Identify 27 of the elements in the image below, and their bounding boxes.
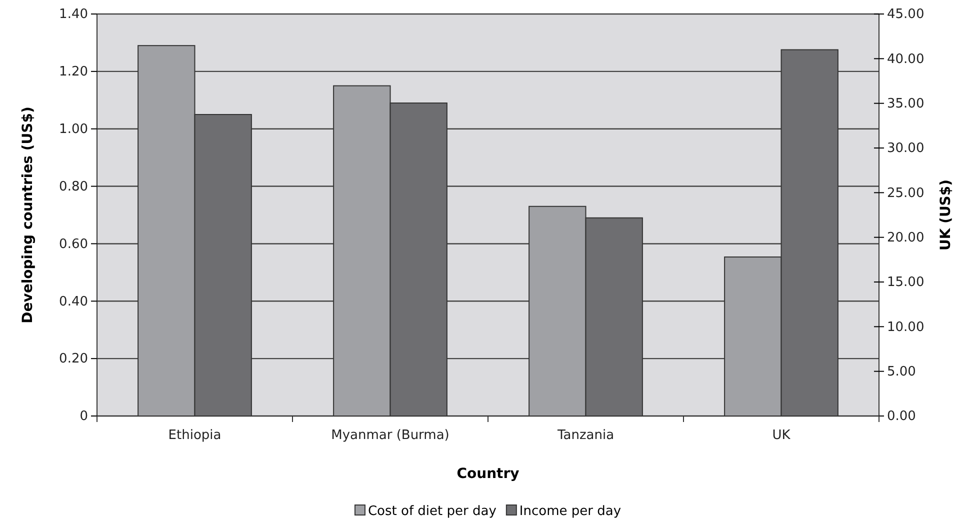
x-tick-label: Ethiopia (168, 428, 222, 444)
x-tick-label: Tanzania (556, 428, 614, 444)
y2-tick-label: 20.00 (887, 230, 924, 246)
y-tick-label: 1.20 (59, 64, 88, 80)
y-axis-title: Developing countries (US$) (20, 106, 36, 324)
y2-tick-label: 15.00 (887, 275, 924, 290)
y2-tick-label: 45.00 (887, 7, 924, 22)
y2-tick-label: 10.00 (887, 320, 924, 335)
y-tick-label: 0.20 (59, 352, 88, 367)
y2-tick-label: 30.00 (887, 141, 924, 156)
legend-label: Income per day (519, 504, 622, 519)
legend-label: Cost of diet per day (368, 504, 497, 519)
y-tick-label: 0.80 (59, 179, 88, 194)
y2-tick-label: 25.00 (887, 186, 924, 201)
y2-tick-label: 5.00 (887, 364, 916, 380)
y-tick-label: 0.40 (59, 294, 88, 310)
x-tick-label: Myanmar (Burma) (331, 428, 450, 444)
y-tick-label: 0.60 (59, 236, 88, 252)
y-tick-label: 0 (80, 409, 88, 424)
y2-axis-title: UK (US$) (938, 179, 954, 251)
y2-tick-label: 0.00 (887, 409, 916, 424)
x-axis-title: Country (456, 466, 520, 482)
y-tick-label: 1.40 (59, 7, 88, 22)
x-tick-label: UK (772, 428, 791, 444)
y-tick-label: 1.00 (59, 122, 88, 138)
y2-tick-label: 40.00 (887, 52, 924, 67)
y2-tick-label: 35.00 (887, 96, 924, 112)
